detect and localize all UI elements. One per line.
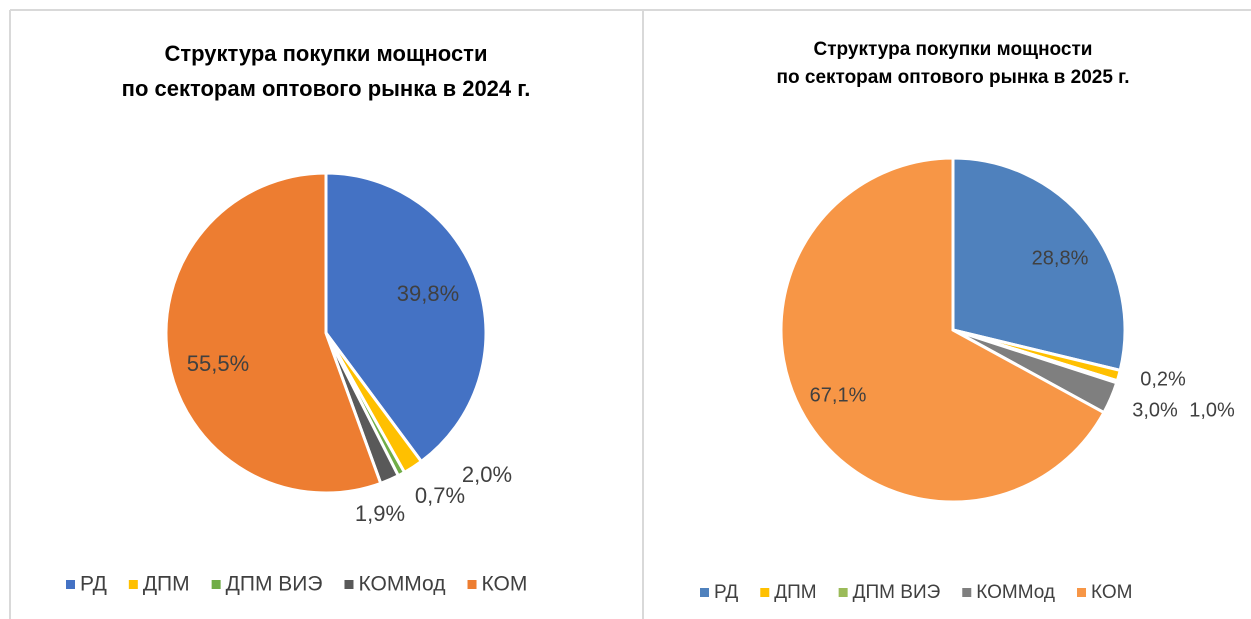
legend-swatch [66,580,75,589]
data-label: 39,8% [397,281,459,306]
chart-title: по секторам оптового рынка в 2025 г. [777,67,1130,88]
data-label: 0,2% [1140,368,1186,390]
data-label: 67,1% [810,384,867,406]
legend-swatch [962,588,972,597]
pie-slice [164,171,383,495]
legend-label: КОММод [976,582,1055,603]
legend-label: КОМ [1091,582,1132,603]
data-label: 28,8% [1032,247,1089,269]
chart-title: Структура покупки мощности [814,39,1093,60]
legend-label: ДПМ [774,582,816,603]
legend-swatch [700,588,709,597]
pie-slice [324,171,488,464]
legend-label: ДПМ ВИЭ [853,582,941,603]
legend-swatch [211,580,221,589]
data-label: 2,0% [462,462,512,487]
legend-swatch [128,580,138,589]
legend-label: ДПМ ВИЭ [226,573,323,596]
chart-title: по секторам оптового рынка в 2024 г. [122,76,531,101]
legend-swatch [344,580,354,589]
legend-label: ДПМ [143,573,190,596]
pie-slice [779,156,1106,504]
legend-swatch [1077,588,1087,597]
data-label: 3,0% [1132,399,1178,421]
data-label: 0,7% [415,483,465,508]
legend-swatch [838,588,848,597]
data-label: 1,0% [1189,399,1235,421]
data-label: 1,9% [355,501,405,526]
pie-slice [951,156,1127,373]
legend-label: КОМ [482,573,528,596]
legend-swatch [760,588,770,597]
chart-title: Структура покупки мощности [165,41,488,66]
data-label: 55,5% [187,351,249,376]
legend-label: РД [714,582,738,603]
legend-label: РД [80,573,107,596]
legend-swatch [467,580,477,589]
legend-label: КОММод [358,573,445,596]
